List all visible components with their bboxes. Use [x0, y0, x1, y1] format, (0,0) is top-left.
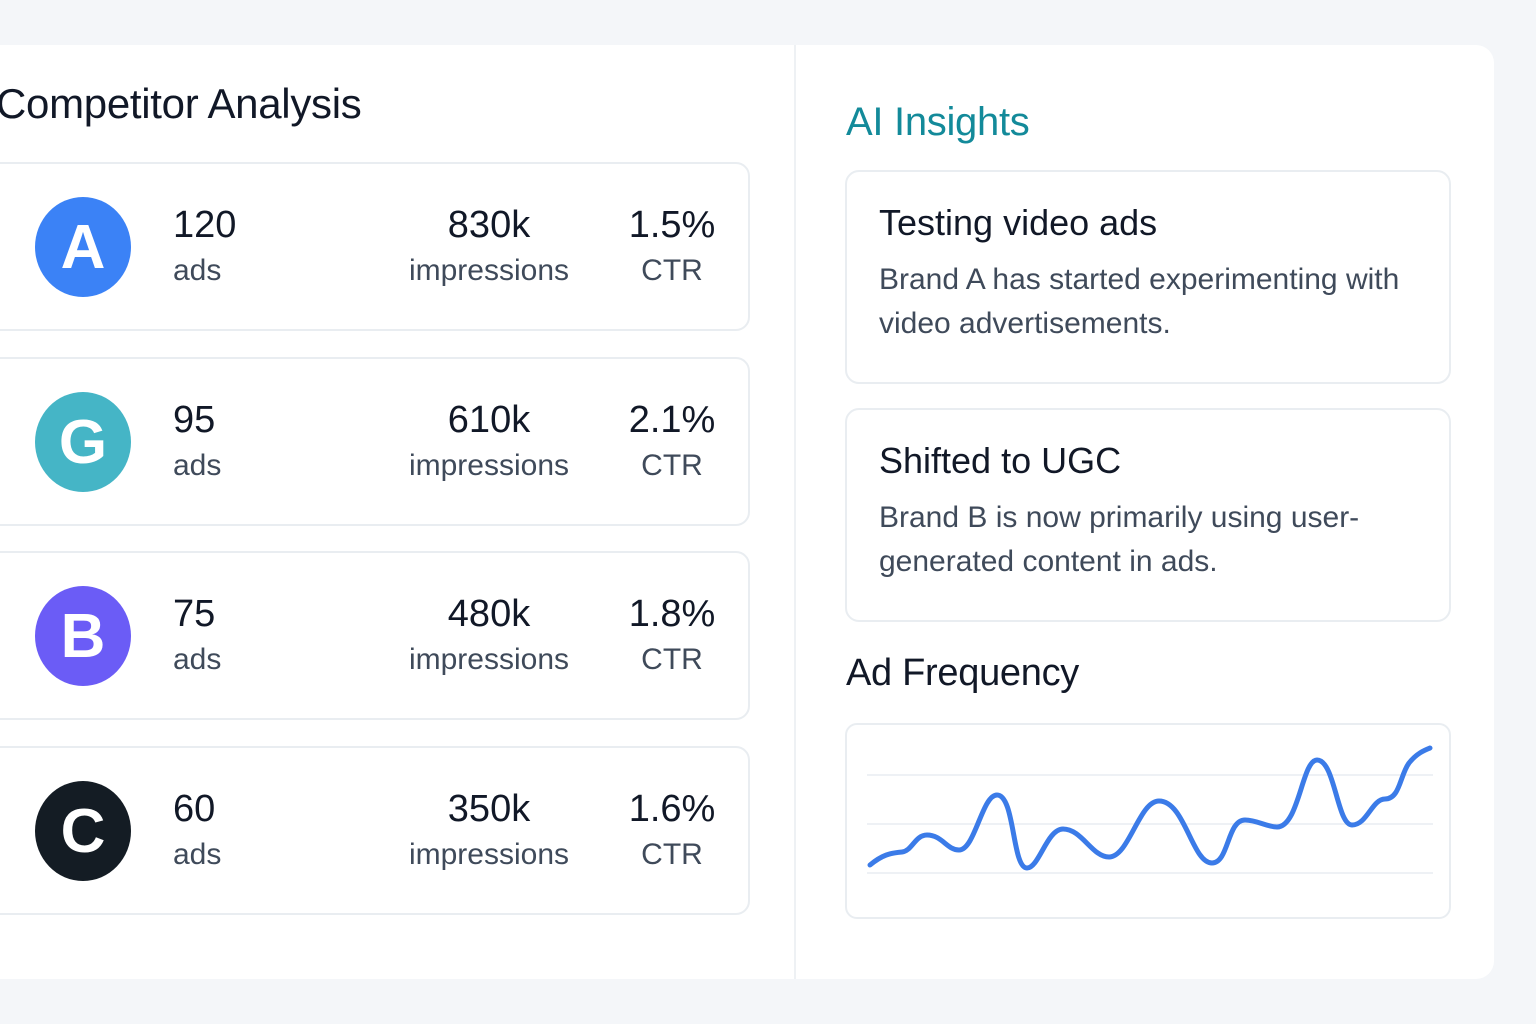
ctr-label: CTR — [641, 254, 703, 287]
impressions-value: 480k — [447, 593, 531, 635]
competitor-analysis-title: Competitor Analysis — [0, 80, 362, 127]
ads-label: ads — [173, 449, 222, 482]
ads-count: 75 — [173, 593, 216, 635]
ads-label: ads — [173, 643, 222, 676]
brand-c-logo-icon: C — [35, 781, 131, 881]
ads-label: ads — [173, 254, 222, 287]
ctr-value: 1.8% — [628, 593, 716, 635]
ctr-label: CTR — [641, 838, 703, 871]
ctr-value: 1.5% — [628, 204, 716, 246]
impressions-value: 350k — [447, 788, 531, 830]
ads-label: ads — [173, 838, 222, 871]
panel-divider — [794, 45, 796, 979]
line-chart — [867, 745, 1433, 874]
competitor-card[interactable]: B 75 ads 480k impressions 1.8% CTR — [0, 551, 750, 720]
ad-frequency-title: Ad Frequency — [846, 652, 1079, 694]
ctr-value: 2.1% — [628, 399, 716, 441]
ads-count: 120 — [173, 204, 237, 246]
ctr-label: CTR — [641, 643, 703, 676]
ads-count: 95 — [173, 399, 216, 441]
ads-count: 60 — [173, 788, 216, 830]
impressions-label: impressions — [408, 643, 570, 676]
insight-card[interactable]: Shifted to UGC Brand B is now primarily … — [845, 408, 1451, 622]
brand-a-logo-icon: A — [35, 197, 131, 297]
insight-card[interactable]: Testing video ads Brand A has started ex… — [845, 170, 1451, 384]
ai-insights-title: AI Insights — [846, 100, 1030, 144]
impressions-label: impressions — [408, 449, 570, 482]
insight-title: Testing video ads — [879, 202, 1158, 243]
competitor-card[interactable]: G 95 ads 610k impressions 2.1% CTR — [0, 357, 750, 526]
competitor-card[interactable]: C 60 ads 350k impressions 1.6% CTR — [0, 746, 750, 915]
impressions-label: impressions — [408, 838, 570, 871]
impressions-value: 610k — [447, 399, 531, 441]
competitor-card[interactable]: A 120 ads 830k impressions 1.5% CTR — [0, 162, 750, 331]
ctr-value: 1.6% — [628, 788, 716, 830]
brand-b-logo-icon: B — [35, 586, 131, 686]
insight-title: Shifted to UGC — [879, 440, 1122, 481]
impressions-label: impressions — [408, 254, 570, 287]
ad-frequency-chart — [845, 723, 1451, 919]
ctr-label: CTR — [641, 449, 703, 482]
brand-g-logo-icon: G — [35, 392, 131, 492]
insight-body: Brand B is now primarily using user-gene… — [879, 501, 1360, 578]
insight-body: Brand A has started experimenting with v… — [879, 263, 1400, 340]
impressions-value: 830k — [447, 204, 531, 246]
